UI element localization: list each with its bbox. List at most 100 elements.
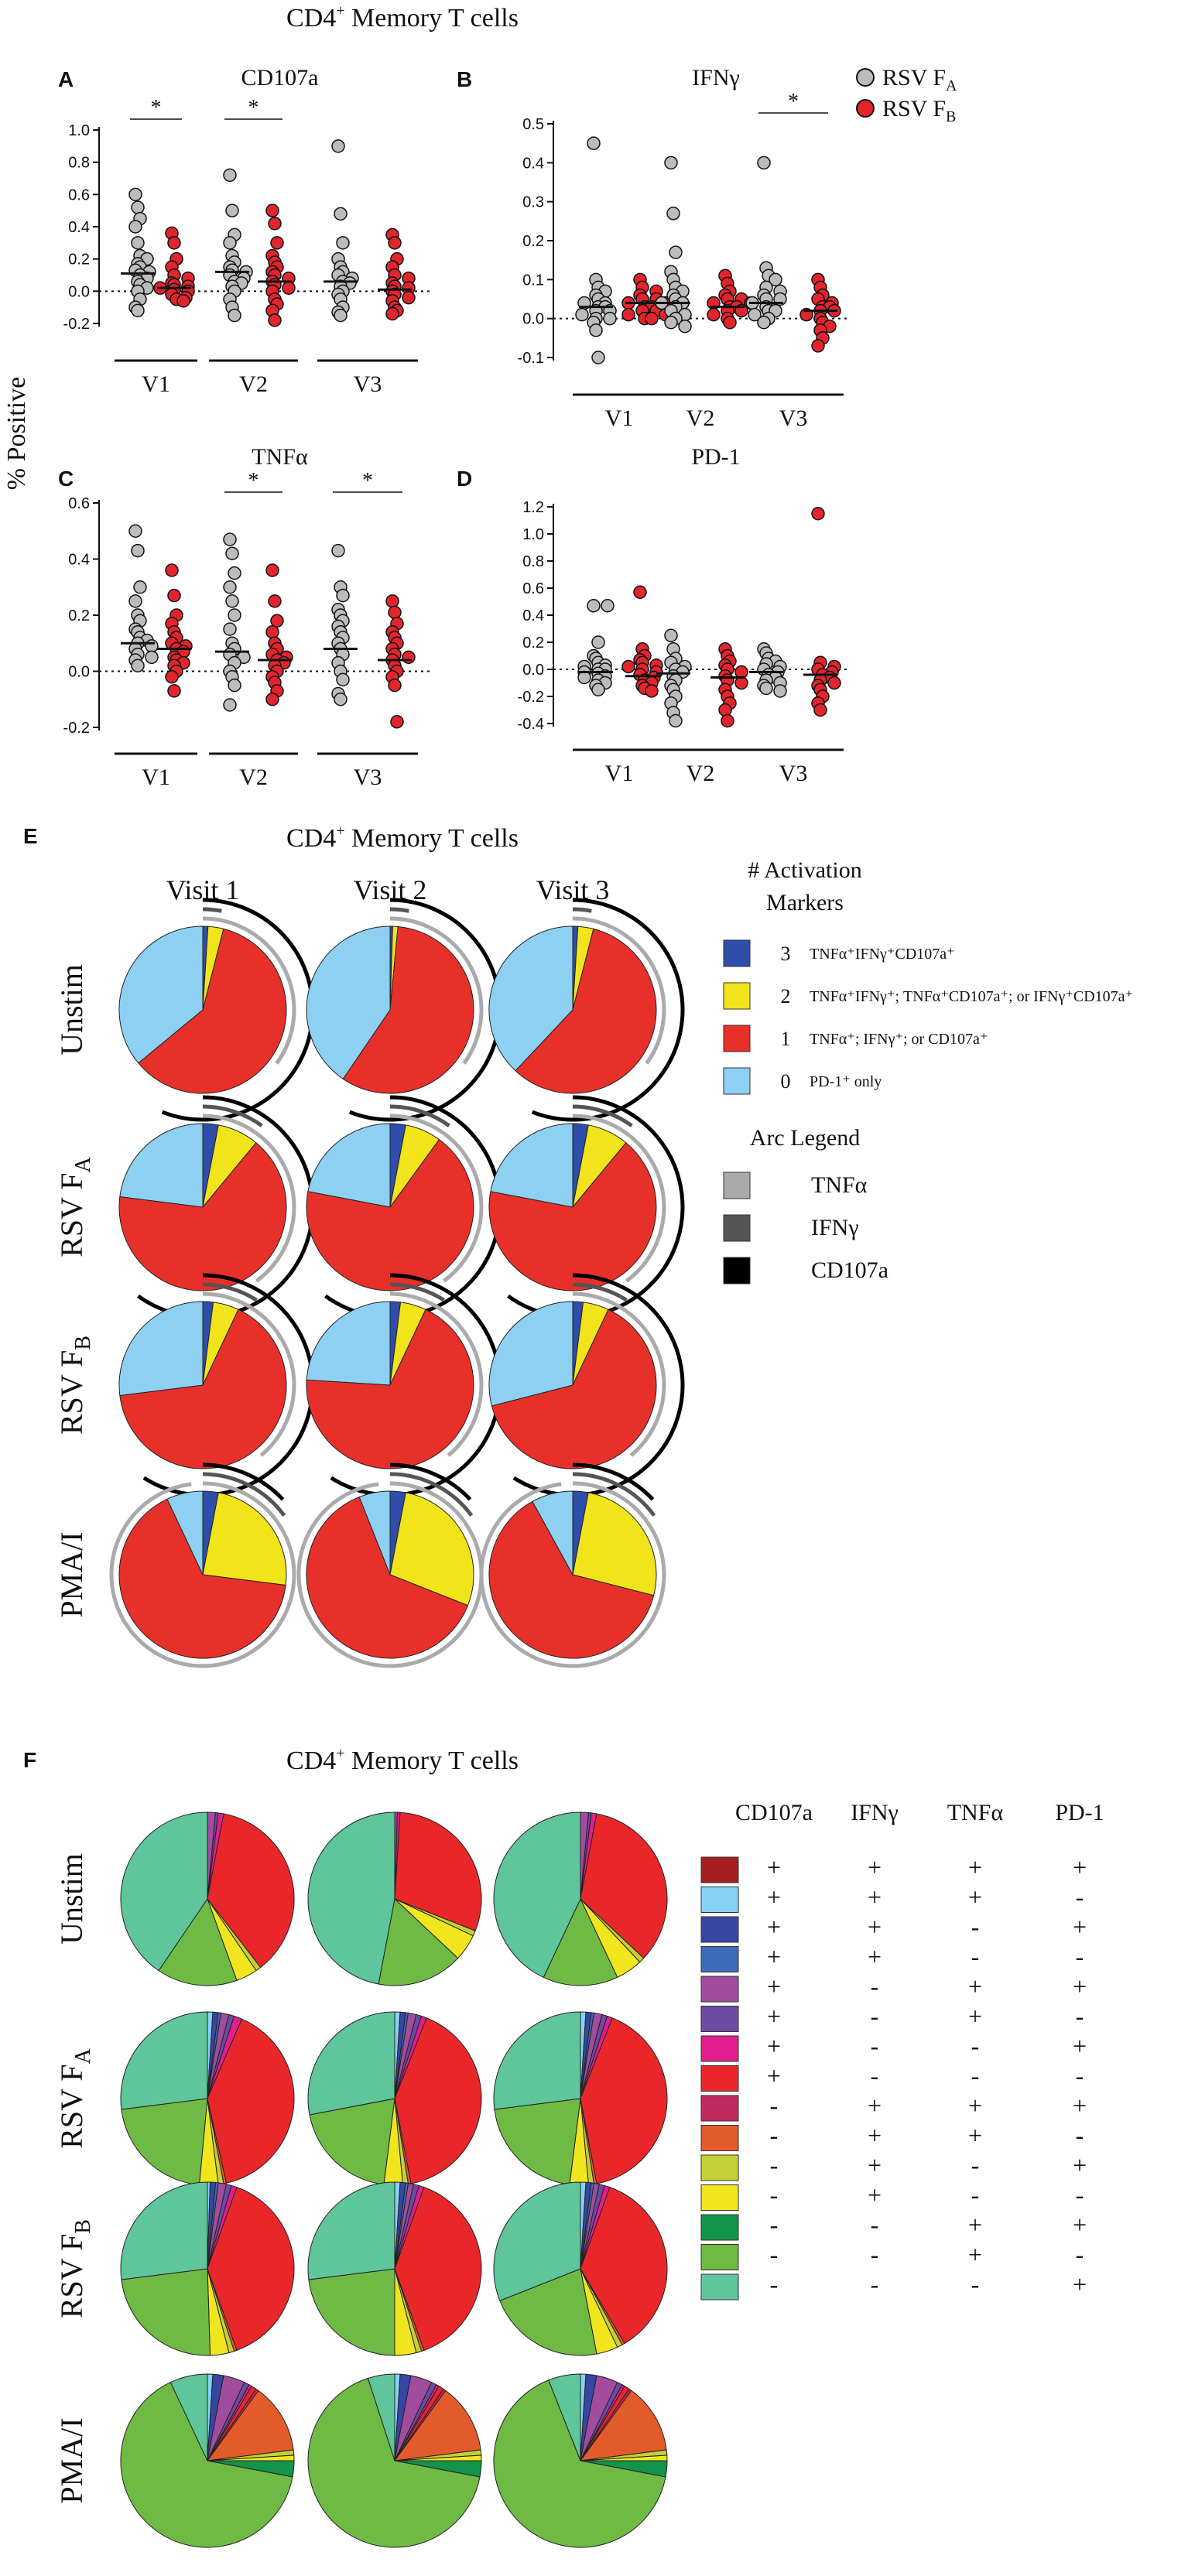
arc-e-0-2-1 — [572, 907, 592, 913]
marker-sign: - — [871, 1972, 879, 2000]
panel-title-D: PD-1 — [691, 444, 740, 470]
pie-e-0-1-slice-3 — [306, 925, 391, 1080]
arc-legend-swatch-1 — [723, 1214, 751, 1242]
significance-star: * — [248, 96, 259, 120]
arc-legend-swatch-2 — [723, 1257, 751, 1285]
data-point — [265, 625, 279, 639]
row-label-f-2: RSV FB — [54, 2219, 95, 2318]
pie-f-3-2-slice-9 — [579, 2390, 667, 2461]
data-point — [270, 614, 284, 628]
group-label-V1: V1 — [142, 371, 170, 397]
marker-sign: - — [1076, 2181, 1084, 2209]
row-label-e-0: Unstim — [54, 964, 89, 1055]
y-tick-label: 0.2 — [68, 607, 90, 624]
panel-f: F CD4+ Memory T cells Unstim RSV FA RSV FB PM… — [23, 1745, 1104, 2548]
arc-e-3-0-1 — [202, 1472, 286, 1517]
pie-e-3-2-slice-3 — [532, 1490, 573, 1575]
data-point — [813, 703, 827, 717]
y-tick-label: 0.4 — [522, 155, 544, 172]
significance-star: * — [151, 96, 162, 120]
group-label-V2: V2 — [239, 371, 268, 397]
pie-e-3-2-slice-1 — [572, 1492, 657, 1596]
activation-legend-title-2: Markers — [766, 890, 844, 915]
pie-e-1-1-slice-3 — [307, 1123, 391, 1208]
arc-e-0-0-1 — [202, 907, 222, 913]
data-point — [601, 599, 615, 613]
data-point — [645, 684, 659, 698]
arc-e-3-1-0 — [296, 1481, 484, 1668]
data-point — [669, 713, 683, 728]
activation-label-2: TNFα⁺IFNγ⁺; TNFα⁺CD107a⁺; or IFNγ⁺CD107a… — [810, 988, 1133, 1005]
arc-e-3-2-1 — [572, 1472, 656, 1517]
data-point — [223, 168, 237, 183]
data-point — [666, 207, 680, 221]
pie-e-2-0-slice-2 — [119, 1309, 287, 1469]
marker-sign: + — [868, 2151, 882, 2179]
data-point — [228, 566, 241, 580]
marker-sign: - — [871, 2032, 879, 2060]
pie-e-1-2-slice-3 — [490, 1123, 573, 1208]
activation-number-1: 1 — [781, 1028, 791, 1050]
data-point — [331, 543, 345, 558]
y-tick-label: 0.8 — [522, 553, 544, 570]
pie-f-3-0-slice-9 — [206, 2390, 294, 2461]
pie-f-2-2-slice-14 — [493, 2181, 581, 2301]
pie-e-0-2-slice-3 — [488, 925, 573, 1072]
subset-swatch-5 — [700, 2006, 739, 2032]
y-tick-label: 0.0 — [68, 283, 90, 300]
data-point — [268, 313, 282, 327]
pie-f-0-1-slice-13 — [378, 1898, 459, 1986]
data-point — [176, 294, 190, 308]
marker-sign: - — [971, 2181, 980, 2209]
group-label-V2: V2 — [686, 405, 715, 431]
y-tick-label: 1.0 — [68, 122, 90, 139]
pie-f-2-0-slice-13 — [121, 2268, 211, 2356]
subset-swatch-12 — [700, 2214, 739, 2241]
group-label-V3: V3 — [354, 765, 382, 790]
y-axis-label: % Positive — [2, 377, 31, 490]
arc-e-2-2-0 — [572, 1291, 666, 1457]
panel-e-title: CD4+ Memory T cells — [286, 823, 519, 853]
arc-e-0-1-1 — [389, 907, 409, 913]
pie-f-1-0-slice-7 — [207, 2018, 295, 2184]
marker-sign: + — [767, 2032, 781, 2060]
data-point — [128, 187, 142, 202]
y-tick-label: 0.8 — [68, 155, 90, 172]
y-tick-label: -0.2 — [63, 316, 90, 333]
data-point — [265, 693, 279, 706]
data-point — [128, 594, 142, 608]
y-tick-label: 0.4 — [68, 552, 90, 569]
marker-sign: - — [770, 2092, 779, 2119]
marker-sign: - — [871, 2003, 879, 2030]
legend-label-0: RSV FA — [882, 65, 957, 94]
panel-f-title: CD4+ Memory T cells — [286, 1745, 519, 1775]
pie-f-2-0-slice-14 — [120, 2181, 208, 2280]
data-point — [225, 594, 239, 608]
y-tick-label: 1.0 — [522, 526, 544, 543]
marker-sign: - — [971, 1913, 980, 1941]
activation-number-3: 3 — [781, 942, 791, 965]
arc-e-0-1-0 — [389, 916, 484, 1065]
marker-sign: + — [1073, 2270, 1087, 2298]
arc-legend-swatch-0 — [723, 1172, 751, 1199]
row-label-f-0: Unstim — [54, 1853, 89, 1945]
panel-title-B: IFNγ — [692, 65, 740, 91]
data-point — [591, 351, 605, 364]
arc-e-2-1-0 — [389, 1291, 484, 1457]
panel-label-C: C — [58, 467, 74, 491]
data-point — [228, 678, 241, 693]
group-label-V1: V1 — [605, 405, 634, 431]
data-point — [385, 594, 399, 608]
marker-sign: + — [968, 1853, 982, 1881]
marker-sign: + — [868, 2181, 882, 2209]
pie-f-3-0-slice-13 — [120, 2381, 293, 2548]
data-point — [633, 585, 647, 599]
marker-sign: + — [868, 2122, 882, 2150]
marker-sign: - — [971, 1943, 980, 1971]
marker-sign: - — [1076, 1943, 1084, 1971]
arc-e-1-0-1 — [202, 1104, 263, 1127]
marker-sign: - — [770, 2151, 779, 2179]
pie-f-1-2-slice-13 — [494, 2098, 581, 2185]
